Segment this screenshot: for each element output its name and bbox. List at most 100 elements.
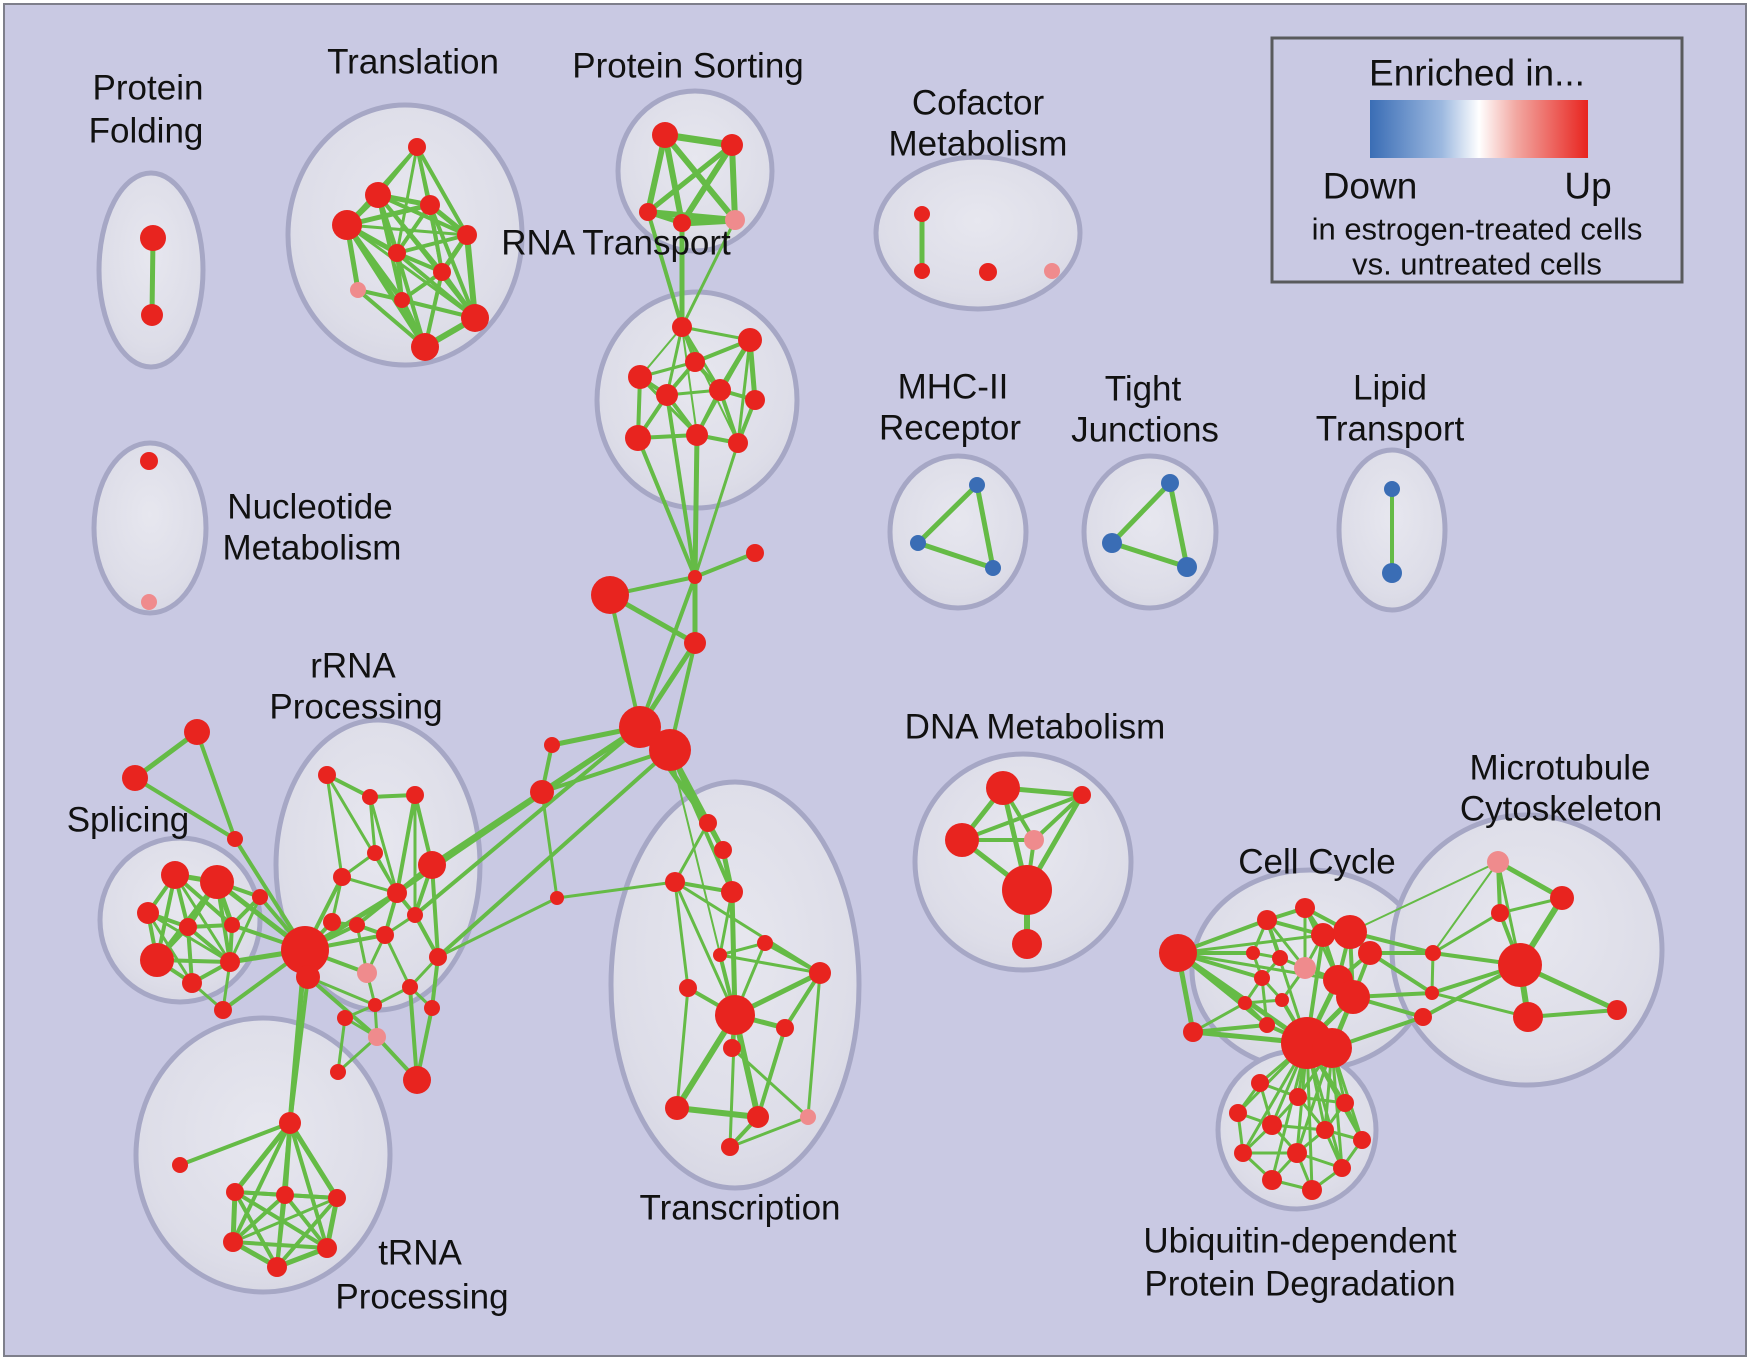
network-node-lt1[interactable] <box>1384 481 1400 497</box>
network-node-pf2[interactable] <box>141 304 163 326</box>
network-node-t3[interactable] <box>420 195 440 215</box>
network-node-d6[interactable] <box>1012 929 1042 959</box>
network-node-c8[interactable] <box>1238 996 1252 1010</box>
network-node-pf1[interactable] <box>140 225 166 251</box>
network-node-nm2[interactable] <box>141 594 157 610</box>
network-node-s8[interactable] <box>182 973 202 993</box>
network-node-tr14[interactable] <box>800 1109 816 1125</box>
network-node-u3[interactable] <box>1336 1094 1354 1112</box>
network-node-c3[interactable] <box>1257 910 1277 930</box>
network-node-m3[interactable] <box>1550 886 1574 910</box>
network-node-r2[interactable] <box>362 789 378 805</box>
network-node-m8[interactable] <box>1425 986 1439 1000</box>
network-node-x1[interactable] <box>184 719 210 745</box>
network-node-tr8[interactable] <box>679 979 697 997</box>
network-node-ps3[interactable] <box>639 203 657 221</box>
network-node-tr13[interactable] <box>747 1106 769 1128</box>
network-node-r9[interactable] <box>349 917 365 933</box>
network-node-c4[interactable] <box>1295 898 1315 918</box>
network-node-r11[interactable] <box>407 907 423 923</box>
network-node-u8[interactable] <box>1234 1144 1252 1162</box>
network-node-c7[interactable] <box>1254 970 1270 986</box>
network-node-cm2[interactable] <box>914 263 930 279</box>
network-node-rt2[interactable] <box>738 328 762 352</box>
network-node-m5[interactable] <box>1513 1002 1543 1032</box>
network-node-hub2[interactable] <box>649 729 691 771</box>
network-node-s6[interactable] <box>252 889 268 905</box>
network-node-mh2[interactable] <box>910 535 926 551</box>
network-node-cn1[interactable] <box>688 570 702 584</box>
network-node-rt1[interactable] <box>672 317 692 337</box>
network-node-rt5[interactable] <box>656 384 678 406</box>
network-node-r5[interactable] <box>333 868 351 886</box>
network-node-c18[interactable] <box>1259 1017 1275 1033</box>
network-node-c6[interactable] <box>1272 950 1288 966</box>
network-node-lt2[interactable] <box>1382 563 1402 583</box>
network-node-d2[interactable] <box>1073 786 1091 804</box>
network-node-r6[interactable] <box>387 883 407 903</box>
network-node-d3[interactable] <box>945 823 979 857</box>
network-node-t1[interactable] <box>408 138 426 156</box>
network-node-s1[interactable] <box>161 861 189 889</box>
network-node-spl2[interactable] <box>530 780 554 804</box>
network-node-tr9[interactable] <box>715 995 755 1035</box>
network-node-rt6[interactable] <box>709 379 731 401</box>
network-node-cn2[interactable] <box>746 544 764 562</box>
network-node-r4[interactable] <box>367 845 383 861</box>
network-node-s10[interactable] <box>214 1001 232 1019</box>
network-node-tj3[interactable] <box>1177 557 1197 577</box>
network-node-tr5[interactable] <box>713 948 727 962</box>
network-node-t4[interactable] <box>332 210 362 240</box>
network-node-sphub2[interactable] <box>296 965 320 989</box>
network-node-mh3[interactable] <box>985 560 1001 576</box>
network-node-r7[interactable] <box>418 851 446 879</box>
network-node-tj2[interactable] <box>1102 533 1122 553</box>
network-node-t8[interactable] <box>350 282 366 298</box>
network-node-r18[interactable] <box>368 1028 386 1046</box>
network-node-tr3[interactable] <box>665 872 685 892</box>
network-node-mh1[interactable] <box>969 477 985 493</box>
network-node-u6[interactable] <box>1316 1121 1334 1139</box>
network-node-rt10[interactable] <box>728 433 748 453</box>
network-node-r12[interactable] <box>357 963 377 983</box>
network-node-r19[interactable] <box>403 1066 431 1094</box>
network-node-r13[interactable] <box>429 948 447 966</box>
network-node-r10[interactable] <box>376 926 394 944</box>
network-node-tn3[interactable] <box>328 1189 346 1207</box>
network-node-r17[interactable] <box>337 1010 353 1026</box>
network-node-t2[interactable] <box>365 182 391 208</box>
network-node-u11[interactable] <box>1262 1170 1282 1190</box>
network-node-m2[interactable] <box>1491 904 1509 922</box>
network-node-tl[interactable] <box>172 1157 188 1173</box>
network-node-c1[interactable] <box>1159 934 1197 972</box>
network-node-m4[interactable] <box>1498 943 1542 987</box>
network-node-r1[interactable] <box>318 766 336 784</box>
network-node-s9[interactable] <box>220 952 240 972</box>
network-node-rt4[interactable] <box>628 365 652 389</box>
network-node-spl1[interactable] <box>544 737 560 753</box>
network-node-tr11[interactable] <box>723 1039 741 1057</box>
network-node-m7[interactable] <box>1425 945 1441 961</box>
network-node-tn2[interactable] <box>276 1186 294 1204</box>
network-node-t7[interactable] <box>433 263 451 281</box>
network-node-rt3[interactable] <box>685 352 705 372</box>
network-node-c2[interactable] <box>1183 1022 1203 1042</box>
network-node-ps5[interactable] <box>725 210 745 230</box>
network-node-c9[interactable] <box>1275 993 1289 1007</box>
network-node-u7[interactable] <box>1353 1131 1371 1149</box>
network-node-cm4[interactable] <box>1044 263 1060 279</box>
network-node-t9[interactable] <box>394 292 410 308</box>
network-node-s4[interactable] <box>179 918 197 936</box>
network-node-tn1[interactable] <box>226 1183 244 1201</box>
network-node-r14[interactable] <box>402 979 418 995</box>
network-node-tr4[interactable] <box>721 881 743 903</box>
network-node-tn5[interactable] <box>267 1257 287 1277</box>
network-node-c11[interactable] <box>1311 923 1335 947</box>
network-node-u1[interactable] <box>1251 1074 1269 1092</box>
network-node-t6[interactable] <box>388 244 406 262</box>
network-node-u5[interactable] <box>1262 1115 1282 1135</box>
network-node-ps4[interactable] <box>673 214 691 232</box>
network-node-tr10[interactable] <box>776 1019 794 1037</box>
network-node-u9[interactable] <box>1287 1143 1307 1163</box>
